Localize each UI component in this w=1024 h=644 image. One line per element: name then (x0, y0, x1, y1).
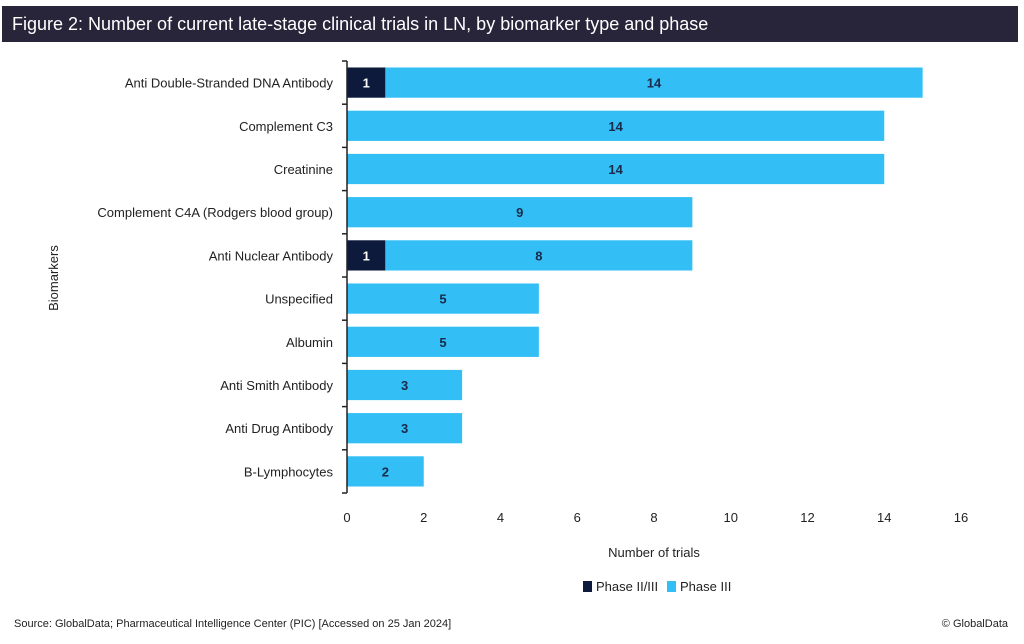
category-label: Unspecified (265, 292, 333, 307)
axes-layer: Anti Double-Stranded DNA Antibody Complem… (97, 60, 968, 525)
x-tick-label: 6 (574, 510, 581, 525)
category-label: B-Lymphocytes (244, 464, 334, 479)
data-label: 14 (608, 119, 623, 134)
legend-label: Phase II/III (596, 579, 658, 594)
category-label: Anti Double-Stranded DNA Antibody (125, 76, 334, 91)
x-tick-label: 16 (954, 510, 968, 525)
category-label: Creatinine (274, 162, 333, 177)
x-tick-label: 10 (724, 510, 738, 525)
data-label: 14 (608, 162, 623, 177)
data-label: 9 (516, 205, 523, 220)
bar-segment-phase-iii (385, 240, 693, 271)
data-label: 3 (401, 421, 408, 436)
bar-segment-phase-iii (347, 369, 463, 401)
category-label: Anti Smith Antibody (220, 378, 333, 393)
legend: Phase II/III Phase III (583, 579, 731, 594)
bar-segment-phase-iii (385, 67, 923, 98)
source-note: Source: GlobalData; Pharmaceutical Intel… (14, 618, 452, 630)
bar-segment-phase-iii (347, 283, 539, 314)
x-tick-label: 8 (650, 510, 657, 525)
x-tick-label: 2 (420, 510, 427, 525)
legend-swatch-phase-iii (667, 581, 676, 592)
x-tick-label: 4 (497, 510, 504, 525)
bar-segment-phase-iii (347, 456, 424, 487)
data-label: 3 (401, 378, 408, 393)
legend-swatch-phase-ii-iii (583, 581, 592, 592)
category-label: Complement C3 (239, 119, 333, 134)
data-label: 14 (647, 76, 662, 91)
figure-title: Figure 2: Number of current late-stage c… (2, 6, 1018, 42)
data-label: 1 (363, 76, 370, 91)
x-tick-label: 0 (343, 510, 350, 525)
bar-segment-phase-ii-iii (347, 240, 386, 271)
category-label: Anti Nuclear Antibody (209, 248, 334, 263)
bar-segment-phase-iii (347, 153, 885, 185)
data-label: 2 (382, 464, 389, 479)
x-axis-title: Number of trials (608, 545, 700, 560)
y-axis-title: Biomarkers (46, 245, 61, 311)
x-tick-label: 12 (800, 510, 814, 525)
category-label: Albumin (286, 335, 333, 350)
category-label: Anti Drug Antibody (225, 421, 333, 436)
bar-segment-phase-iii (347, 326, 539, 357)
data-label: 5 (439, 292, 446, 307)
data-label: 5 (439, 335, 446, 350)
data-label: 8 (535, 248, 542, 263)
x-tick-label: 14 (877, 510, 891, 525)
data-label: 1 (363, 248, 370, 263)
bar-segment-phase-iii (347, 413, 463, 444)
bar-segment-phase-ii-iii (347, 67, 386, 98)
copyright-note: © GlobalData (941, 618, 1008, 630)
bar-segment-phase-iii (347, 110, 885, 141)
category-label: Complement C4A (Rodgers blood group) (97, 205, 333, 220)
bars-layer: 1 14 14 14 9 1 8 5 5 3 3 2 (347, 67, 923, 487)
legend-label: Phase III (680, 579, 731, 594)
bar-segment-phase-iii (347, 197, 693, 228)
